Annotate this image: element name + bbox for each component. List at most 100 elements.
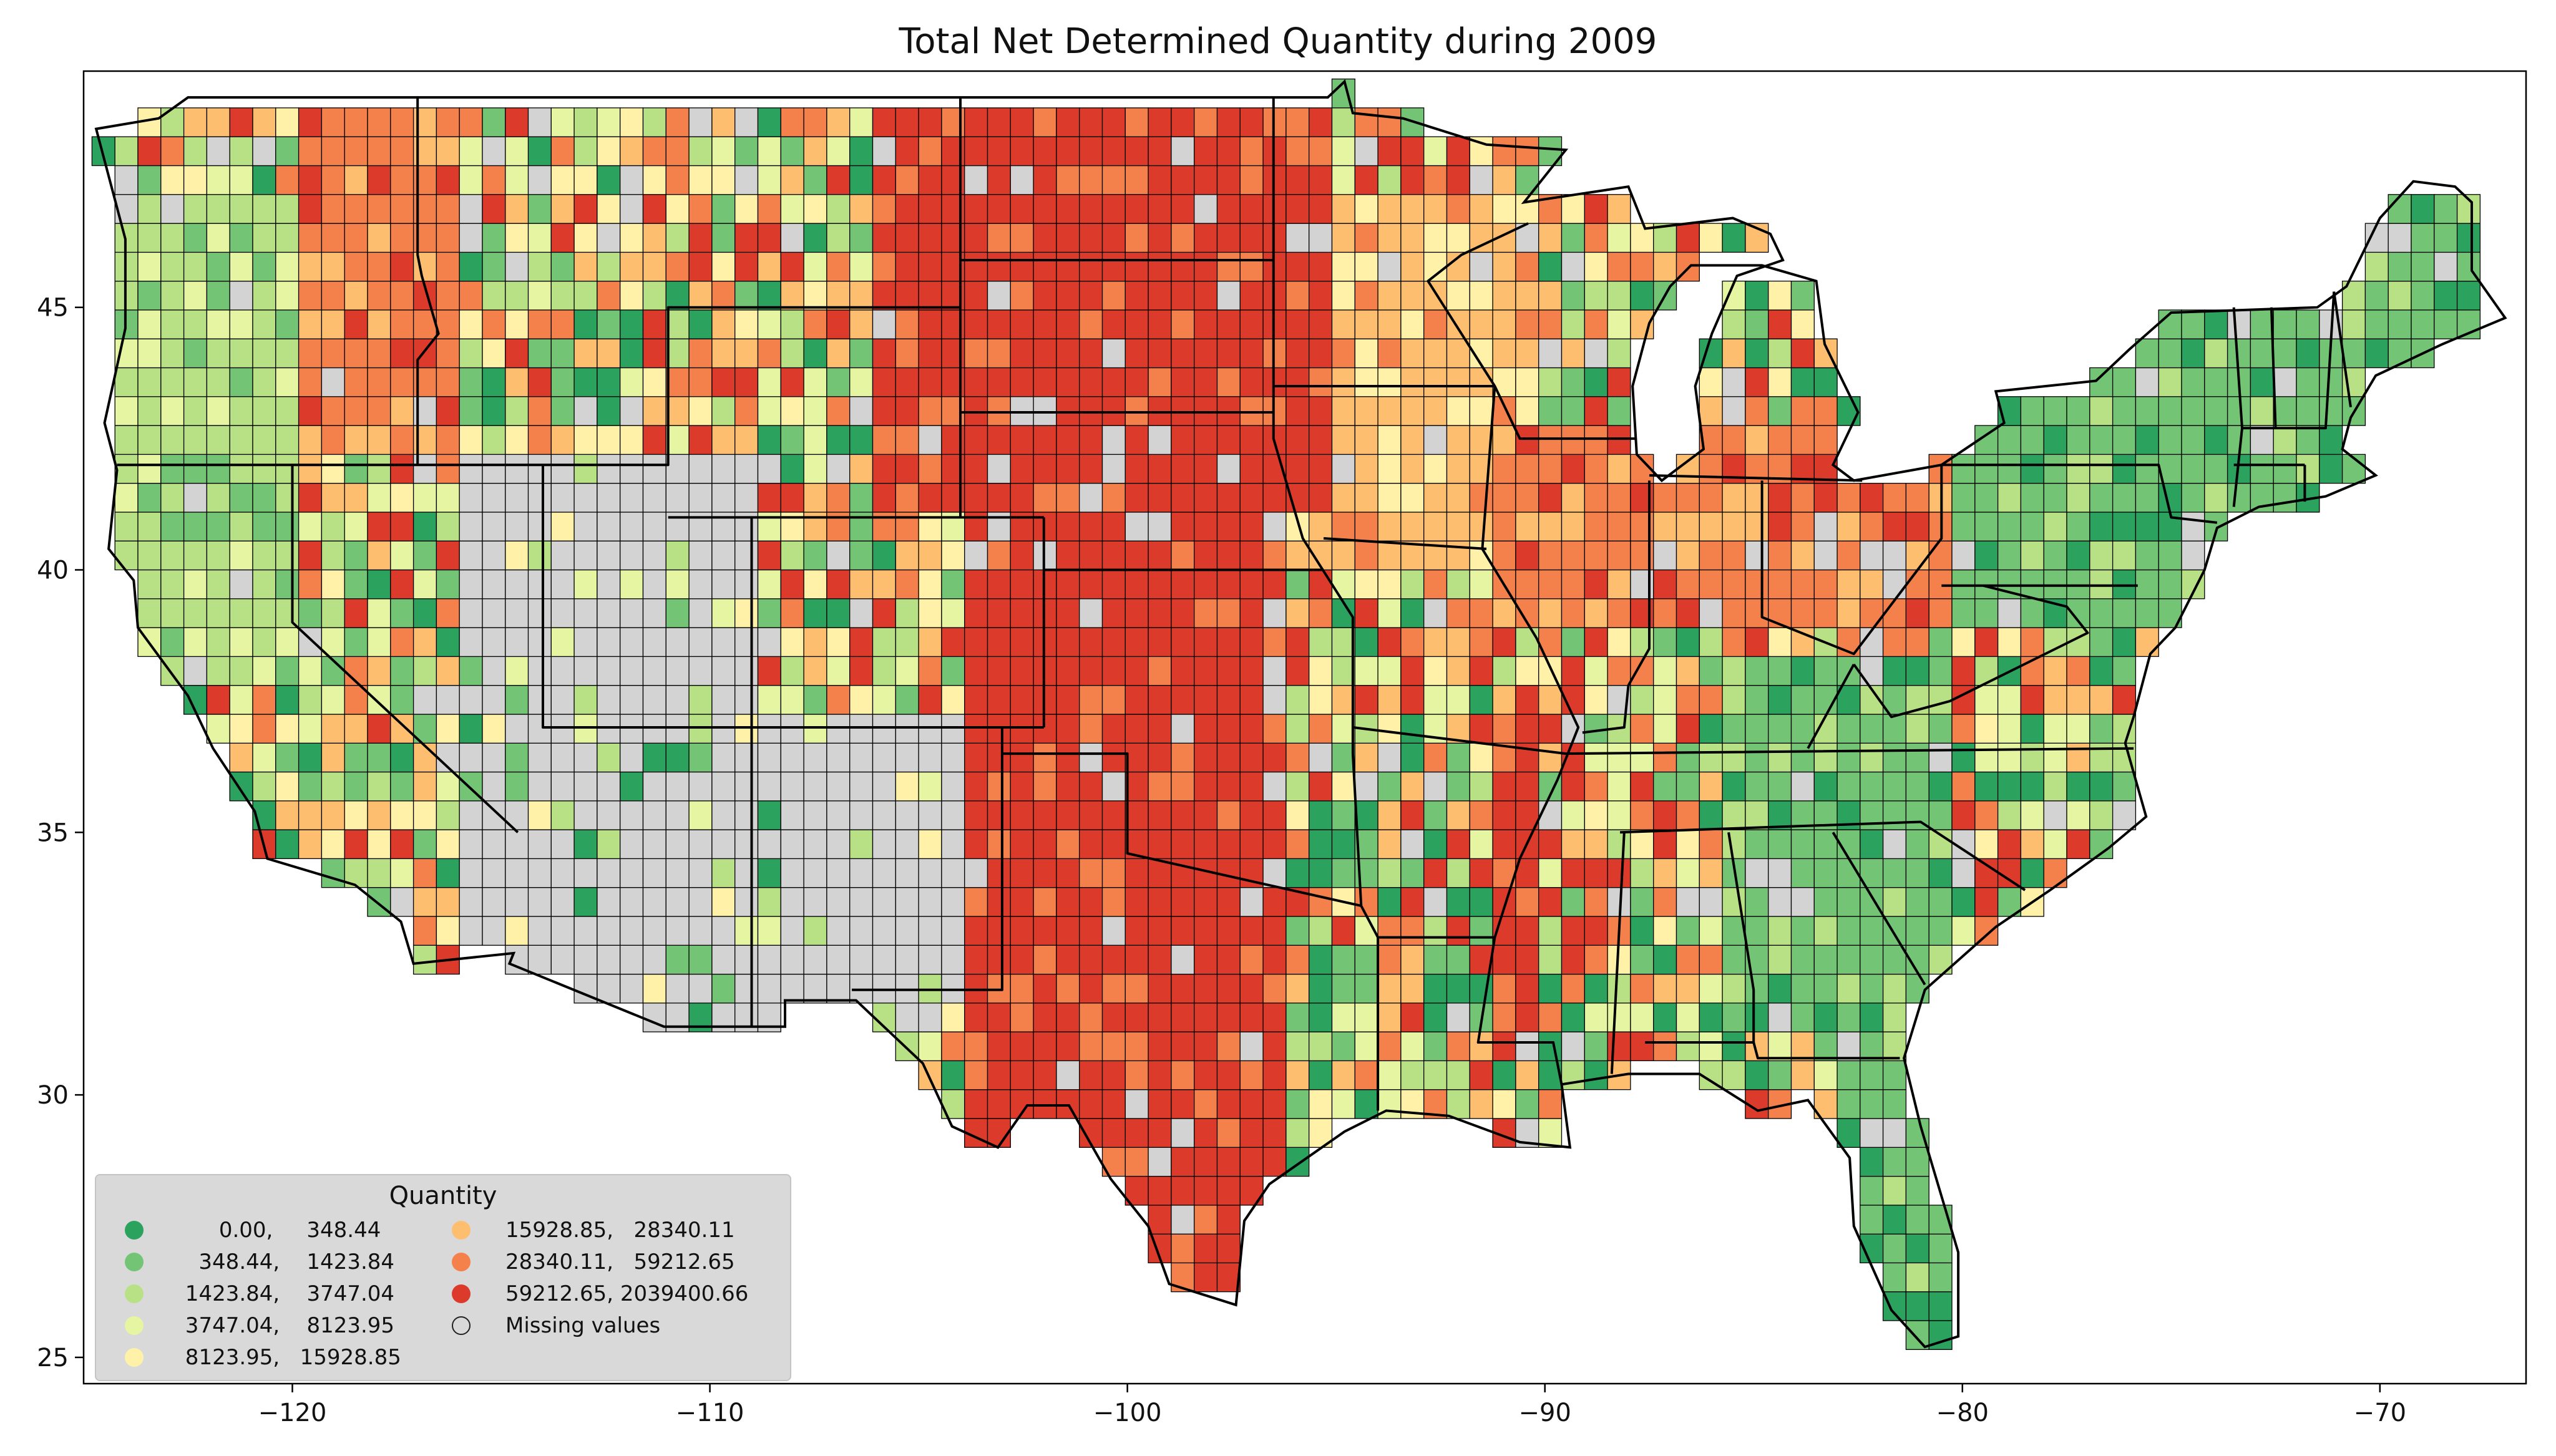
county-polygon — [895, 944, 919, 975]
county-polygon — [229, 223, 253, 253]
county-polygon — [1216, 973, 1241, 1004]
county-polygon — [1056, 136, 1080, 167]
county-polygon — [1010, 1060, 1034, 1090]
county-polygon — [688, 916, 713, 946]
county-polygon — [2043, 800, 2067, 830]
county-polygon — [1285, 309, 1310, 339]
county-polygon — [826, 483, 851, 513]
county-polygon — [2273, 425, 2297, 455]
county-polygon — [527, 165, 552, 195]
county-polygon — [1653, 1002, 1677, 1032]
county-polygon — [1331, 309, 1355, 339]
county-polygon — [734, 309, 759, 339]
county-polygon — [367, 367, 391, 397]
county-polygon — [1010, 742, 1034, 773]
county-polygon — [1676, 569, 1700, 599]
county-polygon — [482, 280, 506, 311]
legend-label: 348.44, 1423.84 — [178, 1250, 395, 1274]
county-polygon — [1561, 425, 1585, 455]
county-polygon — [1905, 598, 1929, 628]
county-polygon — [1722, 309, 1746, 339]
county-polygon — [1813, 598, 1838, 628]
county-polygon — [597, 338, 621, 369]
county-polygon — [1124, 916, 1149, 946]
county-polygon — [275, 165, 300, 195]
county-polygon — [711, 280, 736, 311]
county-polygon — [1309, 280, 1333, 311]
county-polygon — [275, 425, 300, 455]
county-polygon — [1768, 1002, 1792, 1032]
county-polygon — [597, 858, 621, 888]
county-polygon — [1653, 483, 1677, 513]
county-polygon — [872, 800, 896, 830]
county-polygon — [1745, 598, 1769, 628]
county-polygon — [1607, 425, 1631, 455]
county-polygon — [390, 771, 414, 802]
county-polygon — [1837, 1031, 1861, 1062]
county-polygon — [459, 742, 483, 773]
county-polygon — [1837, 483, 1861, 513]
county-polygon — [872, 916, 896, 946]
county-polygon — [734, 887, 759, 917]
county-polygon — [1515, 367, 1539, 397]
county-polygon — [642, 136, 666, 167]
county-polygon — [2364, 280, 2389, 311]
county-polygon — [987, 309, 1011, 339]
county-polygon — [482, 569, 506, 599]
plot-frame — [82, 70, 2527, 1385]
county-polygon — [1377, 280, 1402, 311]
county-polygon — [1101, 540, 1126, 571]
county-polygon — [1309, 598, 1333, 628]
county-polygon — [665, 569, 690, 599]
county-polygon — [1354, 569, 1378, 599]
county-polygon — [459, 714, 483, 744]
county-polygon — [1262, 685, 1287, 715]
county-polygon — [252, 771, 276, 802]
county-polygon — [275, 569, 300, 599]
county-polygon — [1101, 858, 1126, 888]
county-polygon — [2112, 396, 2137, 426]
county-polygon — [1813, 1031, 1838, 1062]
county-polygon — [459, 829, 483, 860]
county-polygon — [160, 107, 185, 137]
county-polygon — [344, 454, 368, 484]
county-polygon — [1882, 483, 1907, 513]
county-polygon — [1101, 771, 1126, 802]
county-polygon — [1951, 454, 1976, 484]
county-polygon — [1010, 107, 1034, 137]
county-polygon — [1722, 367, 1746, 397]
county-polygon — [642, 280, 666, 311]
county-polygon — [1079, 829, 1103, 860]
county-polygon — [1860, 944, 1884, 975]
county-polygon — [1148, 1031, 1172, 1062]
county-polygon — [436, 280, 460, 311]
county-polygon — [1997, 483, 2022, 513]
county-polygon — [1722, 771, 1746, 802]
county-polygon — [1171, 656, 1195, 686]
county-polygon — [482, 742, 506, 773]
county-polygon — [298, 569, 323, 599]
county-polygon — [1354, 656, 1378, 686]
county-polygon — [1813, 512, 1838, 541]
county-polygon — [527, 800, 552, 830]
county-polygon — [688, 742, 713, 773]
county-polygon — [1010, 569, 1034, 599]
county-polygon — [642, 165, 666, 195]
county-polygon — [505, 194, 529, 224]
county-polygon — [1768, 771, 1792, 802]
county-polygon — [1010, 223, 1034, 253]
county-polygon — [918, 656, 942, 686]
county-polygon — [1239, 944, 1264, 975]
county-polygon — [298, 107, 323, 137]
county-polygon — [298, 280, 323, 311]
county-polygon — [826, 973, 851, 1004]
legend-swatch — [125, 1348, 144, 1367]
county-polygon — [734, 742, 759, 773]
county-polygon — [573, 512, 598, 541]
county-polygon — [252, 107, 276, 137]
county-polygon — [1309, 338, 1333, 369]
county-polygon — [1745, 685, 1769, 715]
county-polygon — [1194, 1089, 1218, 1119]
county-polygon — [2043, 858, 2067, 888]
county-polygon — [597, 771, 621, 802]
